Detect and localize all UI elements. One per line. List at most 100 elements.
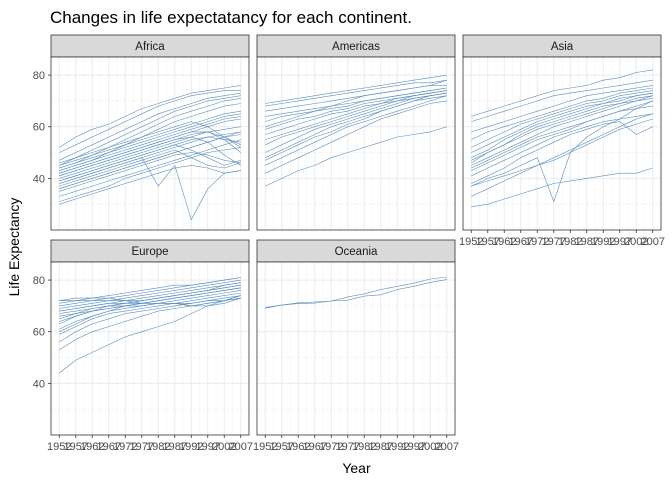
x-tick-label: 1972 <box>525 236 549 248</box>
series-line <box>471 100 653 171</box>
strip-label-asia: Asia <box>551 41 574 53</box>
series-line <box>59 295 241 320</box>
panel-oceania: Oceania195219571962196719721977198219871… <box>253 239 459 453</box>
x-tick-label: 1997 <box>196 441 220 453</box>
y-tick-label: 40 <box>33 378 45 390</box>
x-tick-label: 1982 <box>352 441 376 453</box>
series-line <box>265 95 447 158</box>
panel-americas: Americas <box>256 34 456 231</box>
series-line <box>265 100 447 174</box>
panel-border <box>462 56 662 231</box>
series-line <box>59 110 241 166</box>
x-tick-label: 1997 <box>402 441 426 453</box>
strip-label-oceania: Oceania <box>335 246 378 258</box>
x-tick-label: 1982 <box>558 236 582 248</box>
series-line <box>471 87 653 140</box>
series-group-africa <box>59 85 241 220</box>
series-line <box>59 121 241 164</box>
series-line <box>59 144 241 182</box>
x-tick-label: 2007 <box>435 441 459 453</box>
x-tick-label: 1957 <box>64 441 88 453</box>
x-tick-label: 2002 <box>418 441 442 453</box>
x-tick-label: 1992 <box>385 441 409 453</box>
strip-label-europe: Europe <box>131 246 168 258</box>
series-line <box>265 74 447 104</box>
x-tick-label: 1967 <box>97 441 121 453</box>
series-line <box>59 131 241 174</box>
series-line <box>471 92 653 153</box>
x-axis-title: Year <box>342 460 371 476</box>
strip-label-americas: Americas <box>332 41 380 53</box>
series-line <box>471 118 653 187</box>
x-tick-label: 1967 <box>303 441 327 453</box>
series-line <box>471 121 653 184</box>
series-line <box>59 295 241 343</box>
series-line <box>59 113 241 169</box>
x-tick-label: 1962 <box>80 441 104 453</box>
series-line <box>471 113 653 177</box>
x-tick-label: 1952 <box>253 441 277 453</box>
gridlines <box>51 262 249 435</box>
series-line <box>471 79 653 122</box>
series-line <box>59 134 241 189</box>
series-line <box>59 157 241 220</box>
panel-asia: Asia 195219571962196719721977198219871992… <box>459 34 665 248</box>
series-line <box>59 277 241 302</box>
series-line <box>471 100 653 202</box>
series-group-americas <box>265 74 447 187</box>
x-tick-label: 1962 <box>286 441 310 453</box>
series-line <box>471 167 653 208</box>
series-line <box>265 79 447 127</box>
panel-europe: Europe 40 60 80 1952195719621967197219771982… <box>33 239 253 453</box>
y-tick-label: 60 <box>33 122 45 134</box>
x-tick-label: 1957 <box>270 441 294 453</box>
y-tick-label: 80 <box>33 275 45 287</box>
series-line <box>471 113 653 197</box>
x-tick-label: 2002 <box>212 441 236 453</box>
gridlines <box>257 262 455 435</box>
series-line <box>59 165 241 205</box>
series-line <box>265 276 447 309</box>
panel-border <box>256 56 456 231</box>
y-axis-title: Life Expectancy <box>6 198 22 297</box>
series-line <box>471 95 653 161</box>
series-line <box>59 95 241 166</box>
x-tick-label: 1982 <box>146 441 170 453</box>
x-tick-label: 1957 <box>476 236 500 248</box>
x-tick-label: 1987 <box>575 236 599 248</box>
series-line <box>265 90 447 130</box>
x-tick-label: 1972 <box>319 441 343 453</box>
series-line <box>59 103 241 171</box>
series-line <box>59 98 241 169</box>
series-line <box>471 69 653 117</box>
chart-title: Changes in life expectatancy for each co… <box>50 8 412 27</box>
series-group-asia <box>471 69 653 208</box>
series-line <box>471 92 653 158</box>
series-line <box>59 149 241 187</box>
series-line <box>265 92 447 146</box>
gridlines <box>257 57 455 230</box>
y-tick-label: 60 <box>33 327 45 339</box>
series-group-europe <box>59 277 241 374</box>
series-line <box>59 92 241 161</box>
y-tick-label: 40 <box>33 173 45 185</box>
panel-africa: Africa 40 60 80 <box>33 34 250 231</box>
series-line <box>59 85 241 148</box>
series-line <box>265 92 447 161</box>
x-tick-label: 1977 <box>336 441 360 453</box>
series-line <box>265 126 447 187</box>
series-line <box>59 279 241 307</box>
x-tick-label: 2007 <box>641 236 665 248</box>
series-line <box>59 152 241 192</box>
series-line <box>59 287 241 332</box>
x-tick-label: 1962 <box>492 236 516 248</box>
x-tick-label: 1992 <box>179 441 203 453</box>
series-line <box>59 147 241 202</box>
series-line <box>59 126 241 179</box>
series-line <box>265 95 447 166</box>
panel-border <box>50 261 250 436</box>
x-tick-label: 1972 <box>113 441 137 453</box>
series-line <box>265 87 447 117</box>
